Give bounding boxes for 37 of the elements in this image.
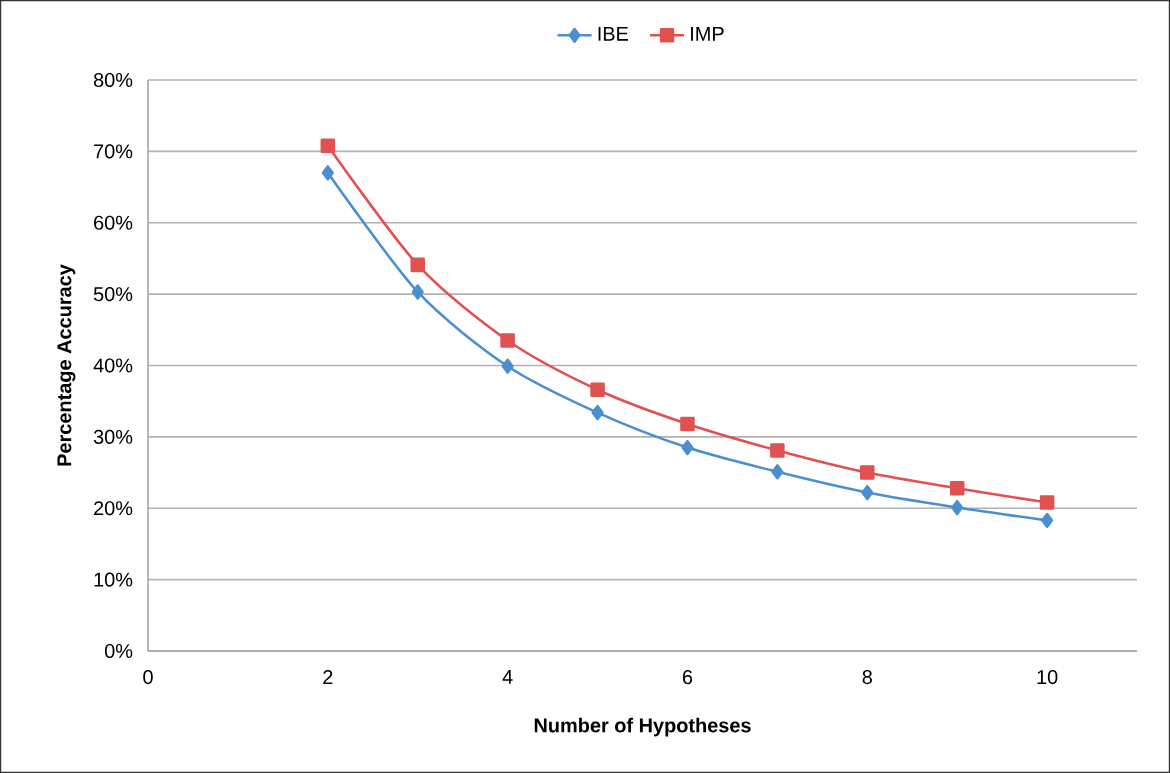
y-tick-label: 40%	[93, 358, 133, 373]
x-axis-title: Number of Hypotheses	[534, 717, 751, 737]
x-tick-label: 2	[323, 670, 333, 684]
point	[410, 257, 425, 273]
y-tick-label: 30%	[93, 429, 133, 444]
y-axis-title: Percentage Accuracy	[57, 264, 76, 466]
point	[1039, 495, 1055, 510]
point	[321, 165, 334, 181]
y-tick-label: 0%	[104, 643, 133, 659]
point	[500, 333, 515, 348]
y-tick-label: 20%	[94, 501, 133, 516]
point	[590, 382, 605, 398]
y-tick-label: 80%	[93, 72, 133, 88]
x-tick-label: 6	[682, 670, 693, 685]
legend-label: IMP	[691, 26, 724, 41]
point	[501, 358, 514, 374]
point	[1041, 512, 1054, 529]
x-tick-label: 0	[143, 670, 153, 685]
y-tick-label: 70%	[94, 144, 133, 159]
point	[771, 464, 784, 480]
point	[949, 480, 965, 496]
point	[680, 416, 695, 432]
point	[860, 465, 875, 480]
point	[411, 284, 424, 300]
y-tick-label: 50%	[93, 287, 133, 302]
legend-label: IBE	[598, 26, 629, 41]
x-tick-label: 8	[862, 670, 872, 685]
point	[591, 404, 604, 421]
x-tick-label: 10	[1037, 670, 1058, 685]
point	[770, 443, 785, 458]
point	[861, 484, 874, 501]
y-tick-label: 10%	[94, 572, 133, 587]
point	[320, 138, 336, 153]
point	[681, 439, 694, 456]
y-tick-label: 60%	[94, 215, 133, 230]
x-tick-label: 4	[502, 670, 513, 684]
point	[951, 499, 964, 516]
